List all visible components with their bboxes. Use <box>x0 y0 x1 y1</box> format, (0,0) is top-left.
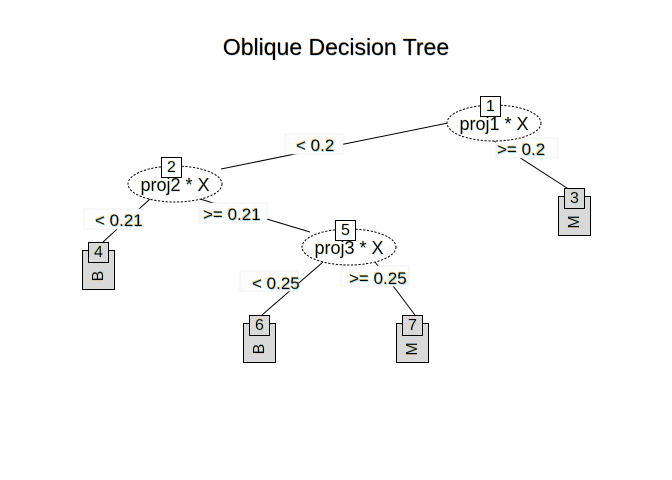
svg-text:1: 1 <box>486 98 495 115</box>
svg-text:B: B <box>251 344 268 355</box>
svg-text:3: 3 <box>570 190 579 207</box>
svg-text:B: B <box>90 271 107 282</box>
svg-text:>= 0.2: >= 0.2 <box>497 140 545 159</box>
svg-text:>= 0.21: >= 0.21 <box>203 205 261 224</box>
svg-text:< 0.21: < 0.21 <box>95 211 143 230</box>
svg-text:>= 0.25: >= 0.25 <box>349 269 407 288</box>
svg-text:7: 7 <box>408 317 417 334</box>
svg-text:5: 5 <box>341 222 350 239</box>
svg-text:2: 2 <box>167 159 176 176</box>
svg-text:< 0.2: < 0.2 <box>296 136 334 155</box>
svg-text:6: 6 <box>255 317 264 334</box>
svg-text:< 0.25: < 0.25 <box>252 274 300 293</box>
svg-text:M: M <box>404 342 421 355</box>
svg-text:M: M <box>566 215 583 228</box>
svg-text:4: 4 <box>94 244 103 261</box>
